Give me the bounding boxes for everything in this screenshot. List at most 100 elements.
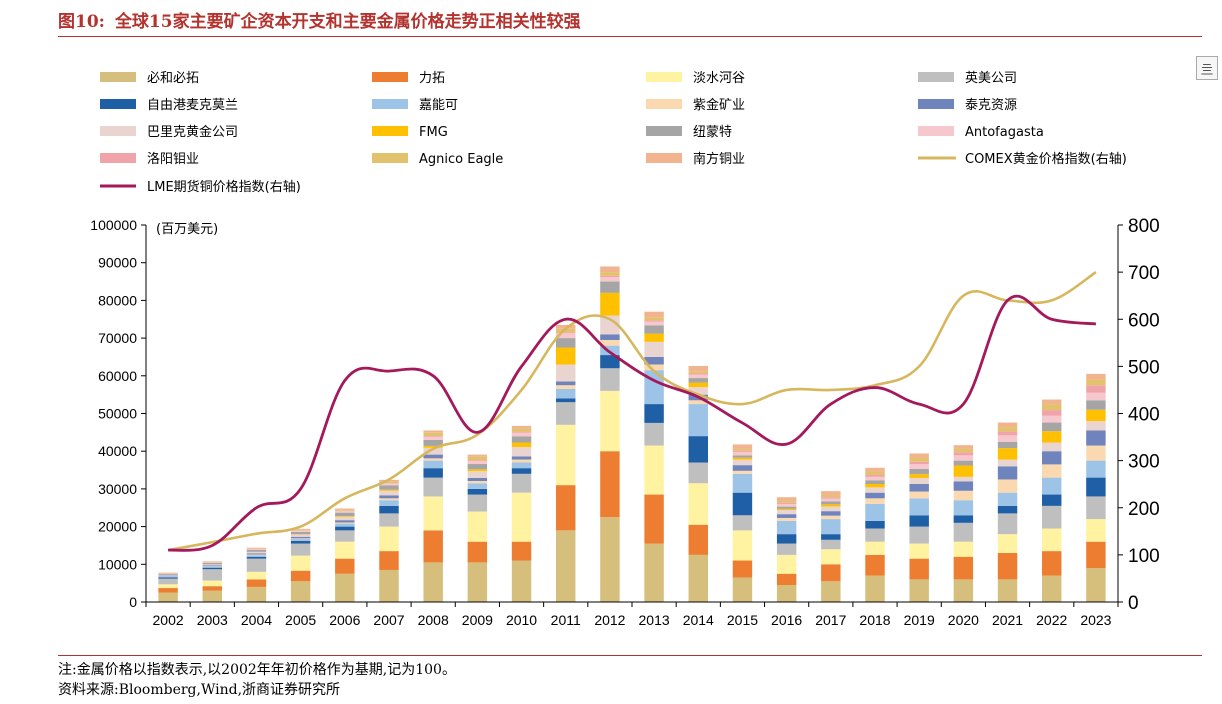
legend-swatch — [918, 72, 954, 82]
bar-2011-s1 — [556, 485, 576, 531]
bar-2004-s2 — [246, 571, 267, 580]
x-tick-label: 2004 — [241, 612, 272, 628]
bar-2019-s9 — [909, 474, 929, 478]
bar-2023-s6 — [1086, 445, 1106, 461]
bar-2009-s0 — [467, 562, 488, 602]
bar-2018-s0 — [865, 575, 885, 602]
legend-swatch — [100, 99, 136, 109]
bar-2016-s2 — [776, 554, 797, 574]
bar-2003-s10 — [202, 562, 222, 565]
bar-2009-s13 — [467, 456, 488, 461]
y-tick-label: 20000 — [98, 519, 137, 535]
bar-2023-s7 — [1086, 430, 1106, 446]
bar-2019-s7 — [909, 483, 929, 492]
figure-number: 图10: — [58, 11, 105, 32]
bar-2010-s13 — [511, 428, 532, 432]
bar-2022-s14 — [1042, 399, 1062, 405]
bar-2006-s14 — [335, 508, 355, 510]
bar-2020-s3 — [953, 522, 974, 542]
bar-2011-s0 — [556, 530, 576, 602]
bar-2005-s5 — [290, 539, 311, 541]
bar-2020-s2 — [953, 541, 974, 557]
bar-2019-s2 — [909, 543, 929, 559]
bar-2013-s11 — [644, 321, 664, 326]
bar-2010-s3 — [511, 473, 532, 493]
bar-2002-s5 — [158, 576, 178, 578]
bar-2019-s14 — [909, 453, 929, 458]
bar-2015-s3 — [732, 515, 753, 531]
bar-2021-s8 — [997, 459, 1018, 467]
legend-label: 紫金矿业 — [693, 97, 745, 113]
bar-2014-s8 — [688, 387, 708, 395]
x-tick-label: 2015 — [727, 612, 758, 628]
x-tick-label: 2009 — [462, 612, 493, 628]
bar-2018-s3 — [865, 528, 885, 542]
bar-2012-s4 — [600, 355, 620, 369]
bar-2018-s11 — [865, 476, 885, 481]
bar-2015-s14 — [732, 444, 753, 449]
bar-2009-s2 — [467, 511, 488, 542]
bar-2010-s5 — [511, 462, 532, 469]
bar-2020-s11 — [953, 455, 974, 461]
x-tick-label: 2003 — [197, 612, 228, 628]
bar-2008-s4 — [423, 468, 443, 478]
bar-2015-s6 — [732, 470, 753, 474]
bar-2018-s5 — [865, 503, 885, 521]
bar-2013-s4 — [644, 404, 664, 423]
bar-2009-s7 — [467, 477, 488, 481]
bar-2012-s9 — [600, 292, 620, 316]
legend-label: 淡水河谷 — [693, 71, 745, 86]
bar-2016-s8 — [776, 510, 797, 515]
bar-2009-s10 — [467, 464, 488, 470]
legend-label: 泰克资源 — [965, 98, 1017, 113]
bar-2020-s6 — [953, 490, 974, 501]
bar-2016-s9 — [776, 508, 797, 511]
bar-2017-s4 — [821, 534, 841, 540]
legend-label: 英美公司 — [965, 71, 1017, 86]
bar-2004-s7 — [246, 553, 267, 555]
y2-tick-label: 500 — [1128, 357, 1160, 378]
line-layer — [167, 271, 1097, 552]
bar-2021-s14 — [997, 422, 1018, 428]
bar-2019-s3 — [909, 526, 929, 544]
bar-2018-s13 — [865, 471, 885, 475]
bar-2013-s13 — [644, 317, 664, 321]
source-note: 资料来源:Bloomberg,Wind,浙商证券研究所 — [58, 682, 341, 698]
legend-swatch — [100, 126, 136, 136]
y2-tick-label: 600 — [1128, 310, 1160, 331]
bar-2005-s4 — [290, 540, 311, 544]
bar-2020-s4 — [953, 515, 974, 523]
bar-2005-s6 — [290, 538, 311, 540]
bar-2004-s14 — [246, 547, 267, 549]
bar-2005-s1 — [290, 570, 311, 582]
bar-2015-s1 — [732, 560, 753, 578]
y-tick-label: 90000 — [98, 255, 137, 271]
bar-2023-s0 — [1086, 568, 1106, 602]
bar-2021-s5 — [997, 492, 1018, 506]
footnote: 注:金属价格以指数表示,以2002年年初价格作为基期,记为100。 — [58, 662, 456, 678]
bar-2017-s13 — [821, 494, 841, 498]
line-series-0 — [167, 271, 1097, 552]
bar-2019-s1 — [909, 558, 929, 580]
bar-2013-s7 — [644, 356, 664, 365]
bar-2012-s11 — [600, 277, 620, 282]
bar-2002-s8 — [158, 574, 178, 576]
bar-2005-s0 — [290, 581, 311, 602]
bar-2011-s8 — [556, 364, 576, 382]
y2-tick-label: 100 — [1128, 546, 1160, 567]
y-tick-label: 40000 — [98, 443, 137, 459]
bar-2012-s10 — [600, 281, 620, 293]
expand-icon[interactable]: 亖 — [1196, 56, 1218, 80]
bar-2023-s4 — [1086, 477, 1106, 497]
bar-2006-s2 — [335, 541, 355, 559]
bar-2007-s2 — [379, 526, 399, 552]
axes-layer: 0100002000030000400005000060000700008000… — [90, 216, 1159, 628]
legend-swatch — [372, 72, 408, 82]
x-tick-label: 2017 — [815, 612, 846, 628]
footer-rule — [58, 655, 1202, 656]
bar-2012-s13 — [600, 272, 620, 276]
bar-2018-s6 — [865, 498, 885, 504]
bar-2011-s12 — [556, 332, 576, 334]
bar-2010-s6 — [511, 459, 532, 463]
